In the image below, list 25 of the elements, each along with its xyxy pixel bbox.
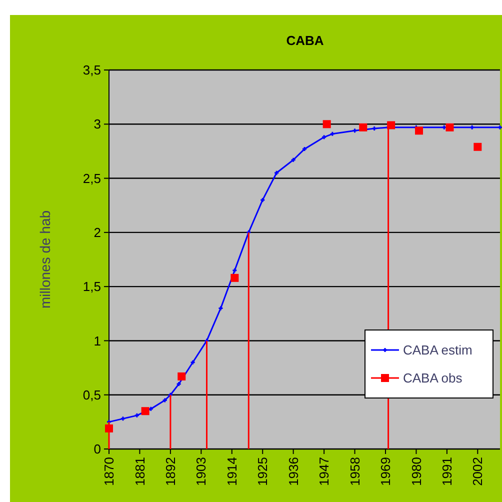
- y-tick-label: 3,5: [82, 62, 101, 78]
- x-tick-label: 2002: [470, 457, 486, 486]
- x-tick-label: 1936: [286, 457, 301, 486]
- x-tick-label: 1870: [102, 457, 117, 486]
- y-tick-label: 2,5: [82, 170, 101, 186]
- y-tick-label: 2: [94, 224, 101, 240]
- x-tick-label: 1947: [316, 457, 332, 486]
- x-tick-label: 1914: [224, 457, 240, 486]
- x-tick-label: 1925: [255, 457, 270, 486]
- y-tick-label: 0,5: [82, 387, 101, 402]
- y-tick-label: 1,5: [82, 279, 101, 294]
- x-tick-label: 1958: [347, 457, 362, 486]
- legend-label: CABA estim: [403, 342, 472, 358]
- x-tick-label: 1991: [439, 457, 454, 486]
- x-tick-label: 1881: [132, 457, 148, 486]
- y-tick-label: 3: [94, 116, 101, 132]
- chart-title: CABA: [286, 33, 324, 48]
- x-tick-label: 1969: [378, 457, 394, 486]
- legend-label: CABA obs: [403, 370, 463, 386]
- x-tick-label: 1903: [194, 457, 209, 486]
- y-tick-label: 1: [94, 333, 101, 348]
- y-tick-label: 0: [94, 442, 101, 457]
- x-tick-label: 1980: [408, 457, 424, 486]
- y-axis-title: millones de hab: [37, 210, 53, 309]
- x-tick-label: 1892: [162, 457, 178, 486]
